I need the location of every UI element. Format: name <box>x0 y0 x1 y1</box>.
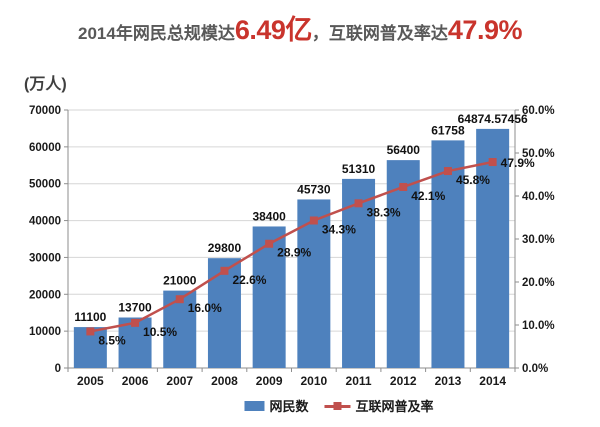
right-axis-tick-label: 20.0% <box>522 277 555 289</box>
bar-value-label: 13700 <box>118 301 152 315</box>
line-value-label: 42.1% <box>411 189 445 203</box>
line-marker <box>220 266 229 275</box>
left-axis-tick-label: 50000 <box>29 179 61 191</box>
line-series-swatch-icon <box>324 401 351 411</box>
left-axis-tick-label: 20000 <box>29 289 61 301</box>
title-separator: ， <box>311 24 329 43</box>
x-axis-category-label: 2008 <box>211 374 238 388</box>
title-highlight-rate: 47.9% <box>447 15 523 45</box>
line-marker <box>399 182 408 191</box>
legend-label-line: 互联网普及率 <box>355 399 434 414</box>
x-axis-category-label: 2010 <box>300 374 327 388</box>
left-axis-tick-label: 40000 <box>29 216 61 228</box>
right-axis-tick-label: 0.0% <box>522 363 548 375</box>
left-axis-tick-label: 0 <box>55 363 61 375</box>
bar <box>163 290 197 368</box>
title-middle: 互联网普及率达 <box>328 24 448 43</box>
right-axis-tick-label: 50.0% <box>522 148 555 160</box>
line-value-label: 38.3% <box>367 205 401 219</box>
legend-item-bar-series: 网民数 <box>244 396 309 415</box>
left-axis-tick-label: 30000 <box>29 252 61 264</box>
x-axis-category-label: 2007 <box>166 374 193 388</box>
bar-value-label: 56400 <box>387 143 421 157</box>
bar-value-label: 29800 <box>208 241 242 255</box>
x-axis-category-label: 2005 <box>77 374 104 388</box>
left-axis-tick-label: 70000 <box>29 105 61 117</box>
bar-value-label: 11100 <box>74 310 106 324</box>
y-axis-unit-label: (万人) <box>24 76 67 93</box>
bar-series-swatch-icon <box>244 400 265 411</box>
x-axis-category-label: 2009 <box>256 374 283 388</box>
left-axis-tick-label: 10000 <box>29 326 61 338</box>
line-marker <box>309 216 318 225</box>
line-value-label: 16.0% <box>188 301 222 315</box>
line-marker <box>443 167 452 176</box>
bar <box>431 140 465 368</box>
line-marker <box>488 158 497 167</box>
line-marker <box>265 239 274 248</box>
x-axis-category-label: 2011 <box>346 374 372 388</box>
left-axis-tick-label: 60000 <box>29 142 61 154</box>
line-value-label: 47.9% <box>501 156 535 170</box>
legend-label-bar: 网民数 <box>269 399 309 414</box>
title-highlight-users: 6.49亿 <box>234 15 313 45</box>
line-value-label: 22.6% <box>232 273 266 287</box>
chart-title: 2014年网民总规模达 6.49亿，互联网普及率达 47.9% <box>0 8 600 47</box>
bar <box>342 178 376 368</box>
line-value-label: 34.3% <box>322 223 356 237</box>
right-axis-tick-label: 60.0% <box>522 105 555 117</box>
bar-value-label: 61758 <box>431 123 465 137</box>
x-axis-category-label: 2006 <box>122 374 149 388</box>
bar-value-label: 64874.57456 <box>458 112 528 126</box>
bar-value-label: 45730 <box>297 182 331 196</box>
right-axis-tick-label: 40.0% <box>522 191 555 203</box>
x-axis-category-label: 2012 <box>390 374 417 388</box>
x-axis-category-label: 2014 <box>479 374 506 388</box>
line-marker <box>86 327 95 336</box>
line-value-label: 45.8% <box>456 173 490 187</box>
line-marker <box>354 199 363 208</box>
bar <box>476 128 510 368</box>
right-axis-tick-label: 30.0% <box>522 234 555 246</box>
line-value-label: 28.9% <box>277 246 311 260</box>
line-series <box>90 160 493 333</box>
line-value-label: 8.5% <box>98 333 126 347</box>
x-axis-category-label: 2013 <box>435 374 462 388</box>
title-prefix: 2014年网民总规模达 <box>78 24 235 43</box>
legend-item-line-series: 互联网普及率 <box>324 396 434 415</box>
bar-value-label: 51310 <box>342 162 376 176</box>
bar-value-label: 21000 <box>163 274 197 288</box>
bar-value-label: 38400 <box>252 209 286 223</box>
right-axis-tick-label: 10.0% <box>522 320 555 332</box>
line-marker <box>131 318 140 327</box>
line-value-label: 10.5% <box>143 325 177 339</box>
bar <box>386 160 420 368</box>
line-marker <box>175 295 184 304</box>
legend: 网民数 互联网普及率 <box>244 396 434 415</box>
